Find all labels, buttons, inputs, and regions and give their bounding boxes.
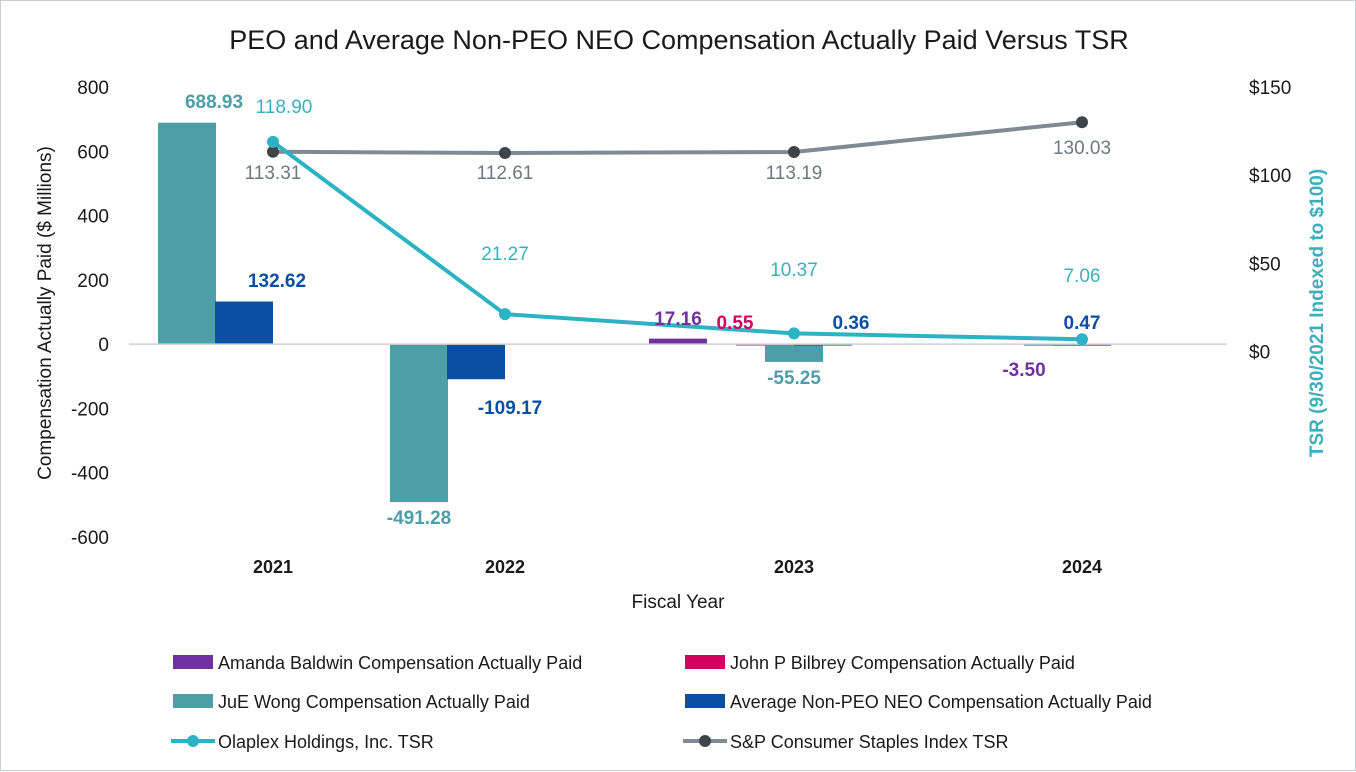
bar-average-non-peo-neo-compensation-actually-paid-2022 <box>447 344 505 380</box>
point-olaplex-holdings-inc-tsr-2021 <box>267 135 279 148</box>
bar-jue-wong-compensation-actually-paid-2021 <box>158 122 216 345</box>
y-tick-label: 600 <box>77 142 109 163</box>
bar-data-label: -3.50 <box>1002 360 1045 381</box>
y-tick-label: 200 <box>77 271 109 292</box>
legend-swatch <box>685 655 725 669</box>
legend-swatch <box>685 694 725 708</box>
legend-label: John P Bilbrey Compensation Actually Pai… <box>730 653 1075 673</box>
y2-tick-label: $150 <box>1249 78 1291 99</box>
legend-marker <box>187 735 199 747</box>
y-tick-label: 0 <box>98 335 109 356</box>
y2-tick-label: $0 <box>1249 343 1270 364</box>
point-olaplex-holdings-inc-tsr-2022 <box>499 308 511 321</box>
bar-data-label: 0.36 <box>833 313 870 334</box>
point-s-p-consumer-staples-index-tsr-2024 <box>1076 116 1088 129</box>
bar-data-label: 17.16 <box>654 309 702 330</box>
x-tick-label: 2022 <box>485 557 525 577</box>
y-tick-labels: 800 600 400 200 0 -200 -400 -600 <box>71 78 109 549</box>
point-olaplex-holdings-inc-tsr-2023 <box>788 327 800 340</box>
legend-item-amanda-baldwin-compensation-actually-paid[interactable]: Amanda Baldwin Compensation Actually Pai… <box>173 653 582 673</box>
point-olaplex-holdings-inc-tsr-2024 <box>1076 333 1088 346</box>
y2-axis-label: TSR (9/30/2021 Indexed to $100) <box>1307 169 1328 457</box>
bar-amanda-baldwin-compensation-actually-paid-2023 <box>649 338 707 345</box>
line-data-label: 21.27 <box>481 244 529 265</box>
legend-marker <box>699 735 711 747</box>
point-s-p-consumer-staples-index-tsr-2021 <box>267 145 279 158</box>
line-data-label: 130.03 <box>1053 138 1111 159</box>
bar-data-label: 688.93 <box>185 92 243 113</box>
line-data-label: 7.06 <box>1064 266 1101 287</box>
x-axis-label: Fiscal Year <box>632 592 726 613</box>
y-axis-label: Compensation Actually Paid ($ Millions) <box>35 146 56 480</box>
legend-swatch <box>173 655 213 669</box>
y-tick-label: -400 <box>71 464 109 485</box>
bar-average-non-peo-neo-compensation-actually-paid-2021 <box>215 301 273 345</box>
y-tick-label: -200 <box>71 399 109 420</box>
legend-item-john-p-bilbrey-compensation-actually-paid[interactable]: John P Bilbrey Compensation Actually Pai… <box>685 653 1075 673</box>
point-s-p-consumer-staples-index-tsr-2023 <box>788 145 800 158</box>
data-labels: 17.16 -3.50 0.55 688.93 -491.28 -55.25 132.62 -… <box>185 92 1111 529</box>
lines <box>267 116 1088 346</box>
chart-title: PEO and Average Non-PEO NEO Compensation… <box>229 25 1128 55</box>
y-tick-label: 800 <box>77 78 109 99</box>
y2-tick-label: $50 <box>1249 254 1281 275</box>
legend-item-jue-wong-compensation-actually-paid[interactable]: JuE Wong Compensation Actually Paid <box>173 692 530 712</box>
legend-swatch <box>173 694 213 708</box>
x-tick-label: 2023 <box>774 557 814 577</box>
line-data-label: 113.31 <box>245 163 302 184</box>
y2-tick-labels: $150 $100 $50 $0 <box>1249 78 1291 364</box>
bar-data-label: 0.47 <box>1064 313 1101 334</box>
bar-jue-wong-compensation-actually-paid-2023 <box>765 344 823 362</box>
point-s-p-consumer-staples-index-tsr-2022 <box>499 146 511 159</box>
bar-jue-wong-compensation-actually-paid-2022 <box>390 344 448 503</box>
bar-data-label: -109.17 <box>478 398 542 419</box>
line-s-p-consumer-staples-index-tsr <box>272 120 1083 155</box>
legend[interactable]: Amanda Baldwin Compensation Actually Pai… <box>171 653 1152 752</box>
x-tick-label: 2024 <box>1062 557 1102 577</box>
bar-data-label: -55.25 <box>767 368 821 389</box>
legend-label: Olaplex Holdings, Inc. TSR <box>218 732 434 752</box>
line-data-label: 113.19 <box>766 163 823 184</box>
bar-data-label: 132.62 <box>248 271 306 292</box>
y-tick-label: -600 <box>71 528 109 549</box>
y-tick-label: 400 <box>77 207 109 228</box>
legend-label: Amanda Baldwin Compensation Actually Pai… <box>218 653 582 673</box>
line-data-label: 10.37 <box>770 260 818 281</box>
legend-label: JuE Wong Compensation Actually Paid <box>218 692 530 712</box>
bars <box>158 122 1111 503</box>
legend-item-s-p-consumer-staples-index-tsr[interactable]: S&P Consumer Staples Index TSR <box>683 732 1008 752</box>
line-data-label: 112.61 <box>477 163 534 184</box>
x-tick-labels: 2021 2022 2023 2024 <box>253 557 1102 577</box>
bar-data-label: 0.55 <box>717 313 754 334</box>
line-data-label: 118.90 <box>256 97 313 118</box>
y2-tick-label: $100 <box>1249 166 1291 187</box>
x-tick-label: 2021 <box>253 557 293 577</box>
legend-item-average-non-peo-neo-compensation-actually-paid[interactable]: Average Non-PEO NEO Compensation Actuall… <box>685 692 1152 712</box>
line-olaplex-holdings-inc-tsr <box>271 140 1083 342</box>
legend-label: S&P Consumer Staples Index TSR <box>730 732 1008 752</box>
bar-data-label: -491.28 <box>387 508 451 529</box>
legend-item-olaplex-holdings-inc-tsr[interactable]: Olaplex Holdings, Inc. TSR <box>171 732 434 752</box>
legend-label: Average Non-PEO NEO Compensation Actuall… <box>730 692 1152 712</box>
